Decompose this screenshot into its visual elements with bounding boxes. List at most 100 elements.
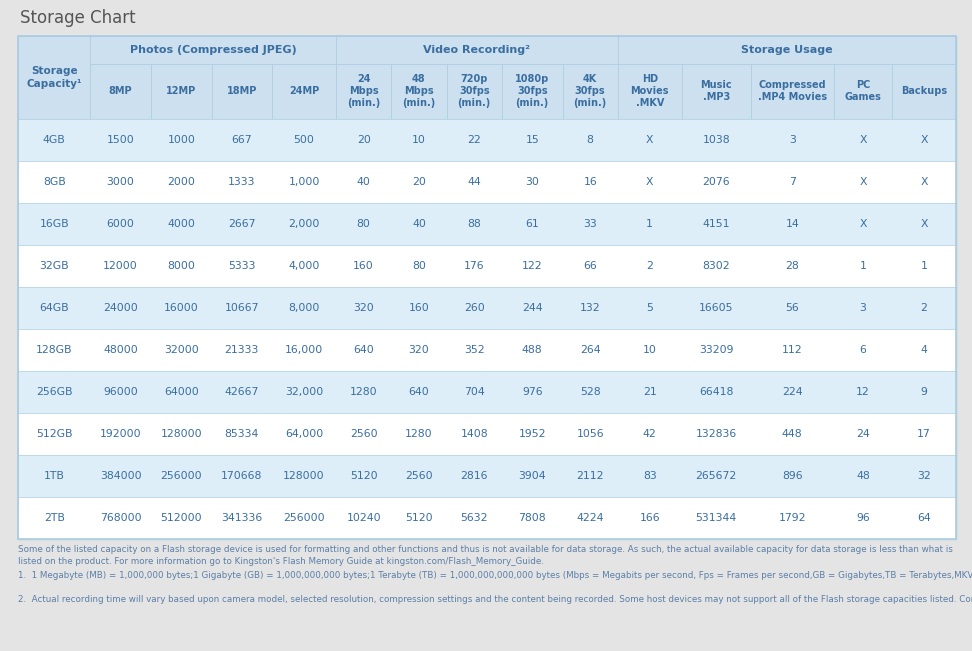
Text: 64: 64: [918, 513, 931, 523]
Text: 48: 48: [856, 471, 870, 481]
Text: X: X: [859, 177, 867, 187]
Text: 1: 1: [646, 219, 653, 229]
Text: 768000: 768000: [100, 513, 142, 523]
Bar: [151, 64, 212, 119]
Text: 64000: 64000: [164, 387, 198, 397]
Text: 12: 12: [856, 387, 870, 397]
Text: 244: 244: [522, 303, 542, 313]
Text: 1792: 1792: [779, 513, 806, 523]
Bar: [446, 64, 502, 119]
Text: 2560: 2560: [405, 471, 433, 481]
Text: 166: 166: [640, 513, 660, 523]
Text: 192000: 192000: [100, 429, 142, 439]
Text: X: X: [920, 135, 928, 145]
Bar: [18, 203, 956, 245]
Text: 8: 8: [587, 135, 594, 145]
Text: 15: 15: [525, 135, 539, 145]
Bar: [272, 64, 336, 119]
Text: 160: 160: [408, 303, 430, 313]
Text: Backups: Backups: [901, 87, 947, 96]
Bar: [336, 36, 618, 64]
Text: 128GB: 128GB: [36, 345, 72, 355]
Text: 8GB: 8GB: [43, 177, 65, 187]
Bar: [18, 413, 956, 455]
Text: 10667: 10667: [225, 303, 260, 313]
Text: 896: 896: [781, 471, 803, 481]
Text: 531344: 531344: [696, 513, 737, 523]
Text: 1056: 1056: [576, 429, 604, 439]
Text: 1080p
30fps
(min.): 1080p 30fps (min.): [515, 74, 549, 109]
Bar: [18, 287, 956, 329]
Text: 341336: 341336: [222, 513, 262, 523]
Text: 42667: 42667: [225, 387, 260, 397]
Text: 48
Mbps
(min.): 48 Mbps (min.): [402, 74, 435, 109]
Bar: [18, 161, 956, 203]
Text: 5632: 5632: [461, 513, 488, 523]
Text: 5120: 5120: [350, 471, 377, 481]
Text: HD
Movies
.MKV: HD Movies .MKV: [631, 74, 669, 109]
Text: 40: 40: [357, 177, 370, 187]
Text: 3: 3: [789, 135, 796, 145]
Text: 352: 352: [464, 345, 485, 355]
Text: 4GB: 4GB: [43, 135, 65, 145]
Bar: [750, 64, 834, 119]
Text: Some of the listed capacity on a Flash storage device is used for formatting and: Some of the listed capacity on a Flash s…: [18, 545, 953, 566]
Text: 320: 320: [353, 303, 374, 313]
Text: 3: 3: [859, 303, 866, 313]
Text: 44: 44: [468, 177, 481, 187]
Text: 128000: 128000: [160, 429, 202, 439]
Text: 528: 528: [580, 387, 601, 397]
Text: 720p
30fps
(min.): 720p 30fps (min.): [458, 74, 491, 109]
Text: 24
Mbps
(min.): 24 Mbps (min.): [347, 74, 380, 109]
Text: X: X: [920, 177, 928, 187]
Text: 24MP: 24MP: [289, 87, 319, 96]
Text: PC
Games: PC Games: [845, 81, 882, 102]
Bar: [681, 64, 750, 119]
Text: 10: 10: [412, 135, 426, 145]
Text: 33: 33: [583, 219, 597, 229]
Text: 256000: 256000: [283, 513, 325, 523]
Text: 83: 83: [642, 471, 657, 481]
Text: X: X: [646, 177, 653, 187]
Text: 96: 96: [856, 513, 870, 523]
Text: 21333: 21333: [225, 345, 260, 355]
Text: 500: 500: [294, 135, 315, 145]
Text: 10: 10: [642, 345, 657, 355]
Text: 2816: 2816: [461, 471, 488, 481]
Text: 4151: 4151: [703, 219, 730, 229]
Bar: [18, 371, 956, 413]
Text: 1038: 1038: [703, 135, 730, 145]
Text: 1952: 1952: [518, 429, 546, 439]
Bar: [834, 64, 892, 119]
Text: 320: 320: [408, 345, 430, 355]
Text: 8000: 8000: [167, 261, 195, 271]
Text: 1: 1: [920, 261, 927, 271]
Bar: [18, 36, 956, 539]
Bar: [18, 455, 956, 497]
Text: 170668: 170668: [222, 471, 262, 481]
Text: 21: 21: [642, 387, 657, 397]
Text: 22: 22: [468, 135, 481, 145]
Text: 17: 17: [918, 429, 931, 439]
Bar: [0, 0, 972, 36]
Bar: [336, 64, 392, 119]
Text: 16000: 16000: [164, 303, 198, 313]
Text: 64,000: 64,000: [285, 429, 324, 439]
Text: 32000: 32000: [164, 345, 198, 355]
Text: 2: 2: [920, 303, 927, 313]
Text: 7808: 7808: [518, 513, 546, 523]
Text: 260: 260: [464, 303, 485, 313]
Text: X: X: [920, 219, 928, 229]
Text: 1: 1: [859, 261, 866, 271]
Text: 265672: 265672: [696, 471, 737, 481]
Text: 20: 20: [412, 177, 426, 187]
Text: 6: 6: [859, 345, 866, 355]
Text: 132836: 132836: [696, 429, 737, 439]
Text: 448: 448: [781, 429, 803, 439]
Bar: [90, 36, 336, 64]
Bar: [90, 64, 151, 119]
Bar: [18, 329, 956, 371]
Text: 96000: 96000: [103, 387, 138, 397]
Text: 14: 14: [785, 219, 799, 229]
Text: 40: 40: [412, 219, 426, 229]
